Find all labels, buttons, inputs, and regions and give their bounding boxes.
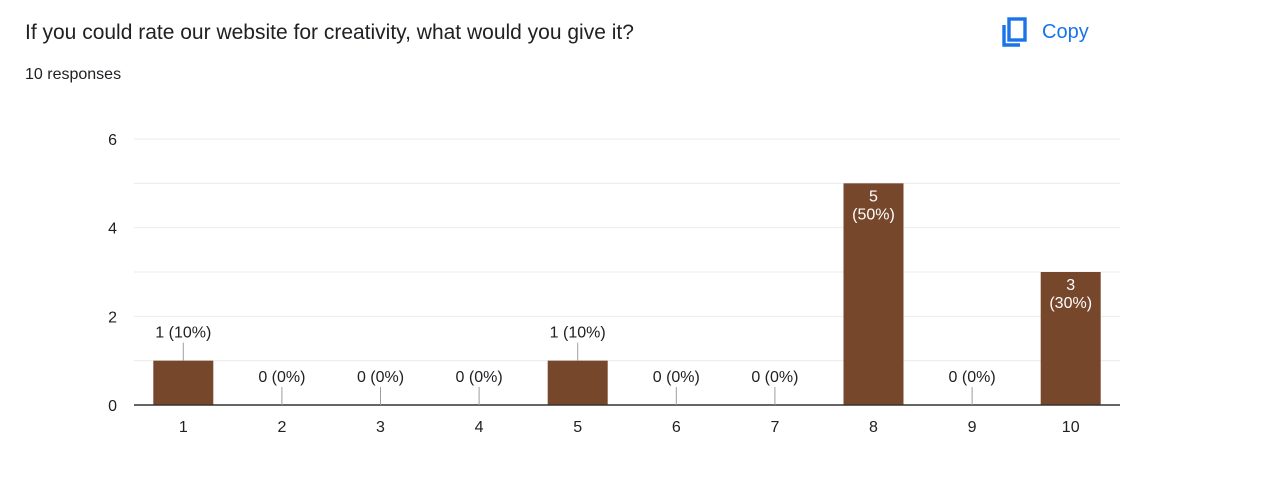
x-tick-label: 5 bbox=[573, 419, 582, 436]
bars bbox=[153, 183, 1101, 405]
y-tick-label: 2 bbox=[108, 309, 117, 326]
bar bbox=[153, 360, 214, 405]
x-tick-label: 2 bbox=[277, 419, 286, 436]
bar bbox=[1040, 272, 1101, 405]
axes: 0 2 4 6 1 2 3 4 5 6 7 8 9 10 bbox=[108, 132, 1120, 436]
copy-button-label: Copy bbox=[1042, 21, 1089, 43]
y-tick-label: 6 bbox=[108, 132, 117, 149]
data-label: 0 (0%) bbox=[751, 369, 798, 386]
bar bbox=[843, 183, 904, 405]
x-tick-label: 4 bbox=[475, 419, 484, 436]
question-title: If you could rate our website for creati… bbox=[25, 21, 634, 44]
y-tick-label: 0 bbox=[108, 398, 117, 415]
x-tick-label: 9 bbox=[968, 419, 977, 436]
x-tick-label: 8 bbox=[869, 419, 878, 436]
data-labels: 1 (10%) 0 (0%) 0 (0%) 0 (0%) 1 (10%) 0 (0%) 0 … bbox=[155, 188, 1092, 405]
data-label: 0 (0%) bbox=[357, 369, 404, 386]
data-label: 0 (0%) bbox=[258, 369, 305, 386]
x-tick-label: 3 bbox=[376, 419, 385, 436]
response-count: 10 responses bbox=[25, 66, 122, 83]
data-label: 1 (10%) bbox=[550, 325, 606, 342]
data-label: 0 (0%) bbox=[456, 369, 503, 386]
data-label: 0 (0%) bbox=[653, 369, 700, 386]
data-label: 5 (50%) bbox=[852, 188, 895, 223]
data-label: 0 (0%) bbox=[949, 369, 996, 386]
bar bbox=[547, 360, 608, 405]
data-label: 3 (30%) bbox=[1049, 277, 1092, 312]
data-label: 1 (10%) bbox=[155, 325, 211, 342]
gridlines bbox=[134, 138, 1120, 362]
x-tick-label: 6 bbox=[672, 419, 681, 436]
x-tick-label: 10 bbox=[1062, 419, 1080, 436]
x-tick-label: 1 bbox=[179, 419, 188, 436]
copy-button[interactable]: Copy bbox=[998, 14, 1095, 50]
x-tick-label: 7 bbox=[770, 419, 779, 436]
y-tick-label: 4 bbox=[108, 221, 117, 238]
copy-icon bbox=[1002, 17, 1027, 47]
